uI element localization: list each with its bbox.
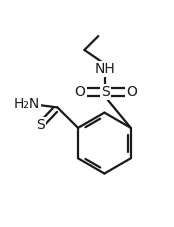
Text: NH: NH xyxy=(95,62,116,76)
Text: S: S xyxy=(101,85,110,99)
Text: O: O xyxy=(75,85,85,99)
Text: S: S xyxy=(37,118,45,132)
Text: O: O xyxy=(126,85,137,99)
Text: H₂N: H₂N xyxy=(14,97,40,111)
